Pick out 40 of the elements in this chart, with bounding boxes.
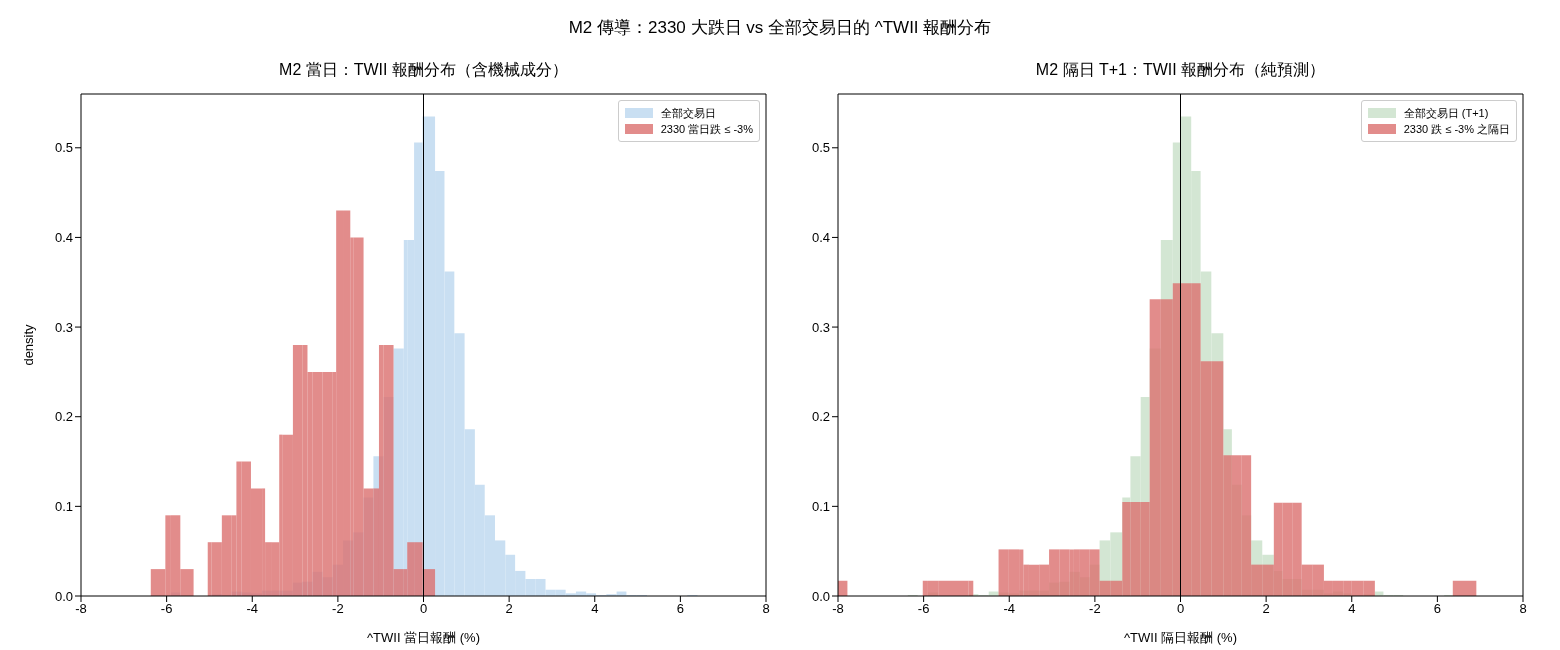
x-tick-label: 2 xyxy=(505,601,513,617)
x-tick-label: -6 xyxy=(917,601,930,617)
x-tick-label: -4 xyxy=(246,601,259,617)
chart-title: M2 隔日 T+1：TWII 報酬分布（純預測） xyxy=(1034,60,1327,80)
y-axis-title: density xyxy=(20,323,36,366)
x-tick-label: 2 xyxy=(1262,601,1270,617)
y-tick-label: 0.5 xyxy=(811,140,830,156)
text: M2 傳導：2330 大跌日 vs 全部交易日的 ^TWII 報酬分布 xyxy=(567,17,993,39)
y-tick-label: 0.5 xyxy=(54,140,73,156)
legend-label: 全部交易日 xyxy=(660,106,716,121)
chart-title: M2 當日：TWII 報酬分布（含機械成分） xyxy=(278,60,569,80)
y-tick-label: 0.1 xyxy=(811,498,830,514)
y-tick-label: 0.4 xyxy=(54,230,73,246)
x-tick-label: 4 xyxy=(591,601,599,617)
legend-label: 2330 跌 ≤ -3% 之隔日 xyxy=(1403,122,1510,137)
x-tick-label: 8 xyxy=(762,601,770,617)
x-tick-label: 6 xyxy=(1433,601,1441,617)
x-tick-label: -8 xyxy=(832,601,844,617)
y-tick-label: 0.0 xyxy=(54,588,73,604)
x-tick-label: -2 xyxy=(1089,601,1101,617)
x-tick-label: 6 xyxy=(676,601,684,617)
x-tick-label: -4 xyxy=(1003,601,1016,617)
x-tick-label: 0 xyxy=(1176,601,1185,617)
y-tick-label: 0.2 xyxy=(54,409,73,425)
legend-label: 全部交易日 (T+1) xyxy=(1403,106,1489,121)
y-tick-label: 0.2 xyxy=(811,409,830,425)
x-axis-title: ^TWII 當日報酬 (%) xyxy=(367,630,480,645)
y-tick-label: 0.3 xyxy=(54,319,73,335)
x-tick-label: -8 xyxy=(75,601,87,617)
y-tick-label: 0.0 xyxy=(811,588,830,604)
legend-label: 2330 當日跌 ≤ -3% xyxy=(660,122,753,137)
x-tick-label: 4 xyxy=(1348,601,1356,617)
x-tick-label: -6 xyxy=(160,601,173,617)
y-tick-label: 0.4 xyxy=(811,230,830,246)
y-tick-label: 0.1 xyxy=(54,498,73,514)
x-tick-label: 8 xyxy=(1519,601,1527,617)
x-tick-label: -2 xyxy=(332,601,344,617)
x-axis-title: ^TWII 隔日報酬 (%) xyxy=(1124,630,1237,645)
y-tick-label: 0.3 xyxy=(811,319,830,335)
x-tick-label: 0 xyxy=(419,601,428,617)
